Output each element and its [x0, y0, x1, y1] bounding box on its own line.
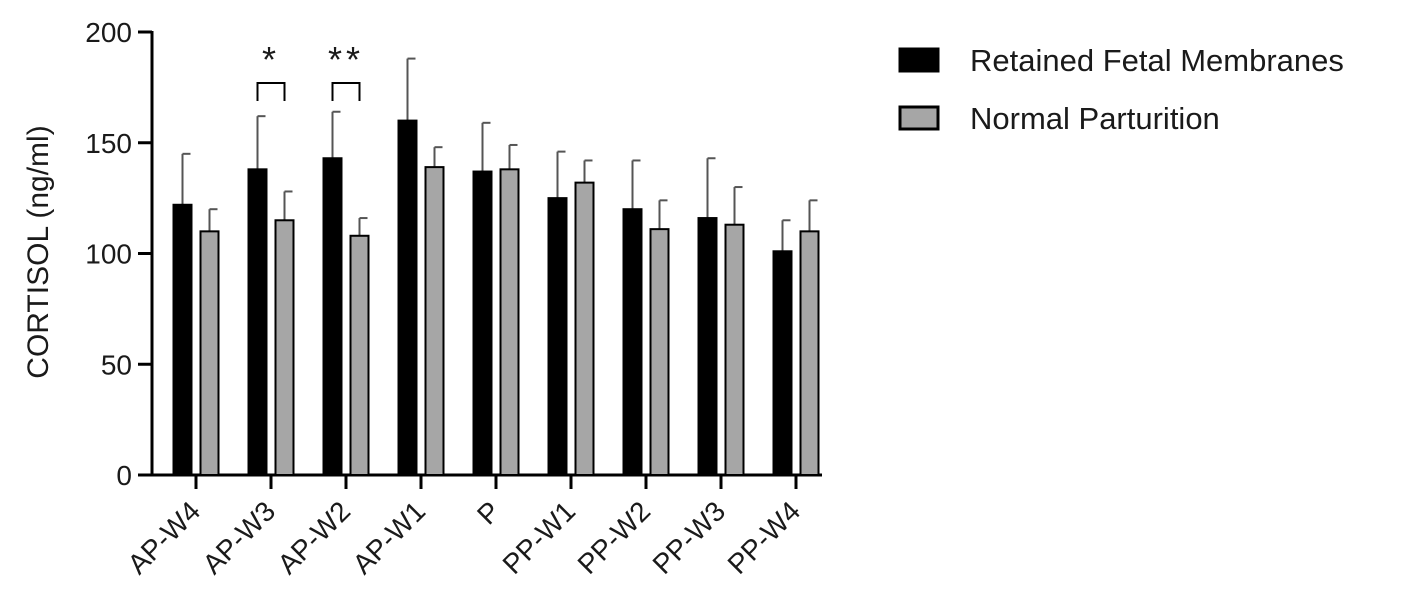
x-tick-label: AP-W1 — [347, 495, 432, 580]
y-tick-label: 50 — [101, 349, 132, 380]
y-tick-label: 0 — [116, 460, 132, 491]
legend-swatch — [898, 47, 940, 73]
x-tick-label: PP-W2 — [572, 495, 657, 580]
y-tick-label: 200 — [85, 17, 132, 48]
bar — [499, 168, 520, 477]
bar — [274, 219, 295, 476]
bar — [622, 208, 643, 476]
legend-label: Retained Fetal Membranes — [970, 43, 1344, 78]
bar — [799, 230, 820, 476]
bar — [772, 250, 793, 476]
bar — [397, 119, 418, 476]
bar — [724, 223, 745, 476]
bar — [349, 234, 370, 476]
x-tick-label: PP-W3 — [647, 495, 732, 580]
y-tick-label: 150 — [85, 128, 132, 159]
bar — [322, 157, 343, 476]
significance-stars: ** — [328, 39, 364, 80]
y-axis-label: CORTISOL (ng/ml) — [22, 125, 55, 378]
x-tick-label: AP-W4 — [122, 495, 207, 580]
x-tick-label: P — [471, 495, 506, 530]
y-tick-label: 100 — [85, 239, 132, 270]
x-tick-label: AP-W3 — [197, 495, 282, 580]
bar — [697, 217, 718, 476]
significance-bracket — [256, 82, 286, 101]
significance-bracket — [331, 82, 361, 101]
bar — [424, 166, 445, 477]
x-tick-label: AP-W2 — [272, 495, 357, 580]
bar — [472, 170, 493, 476]
legend-label: Normal Parturition — [970, 101, 1220, 136]
bar — [172, 203, 193, 477]
bar — [547, 197, 568, 476]
bar — [247, 168, 268, 477]
y-axis: 0 50 100 150 200 — [85, 17, 154, 491]
significance-stars: * — [262, 39, 280, 80]
bar — [199, 230, 220, 476]
bars — [172, 57, 820, 477]
x-tick-label: PP-W1 — [497, 495, 582, 580]
significance-annotations: * ** — [256, 39, 364, 101]
bar — [649, 228, 670, 476]
x-tick-label: PP-W4 — [722, 495, 807, 580]
legend: Retained Fetal Membranes Normal Parturiti… — [898, 43, 1344, 136]
bar — [574, 181, 595, 476]
legend-swatch — [898, 105, 940, 131]
